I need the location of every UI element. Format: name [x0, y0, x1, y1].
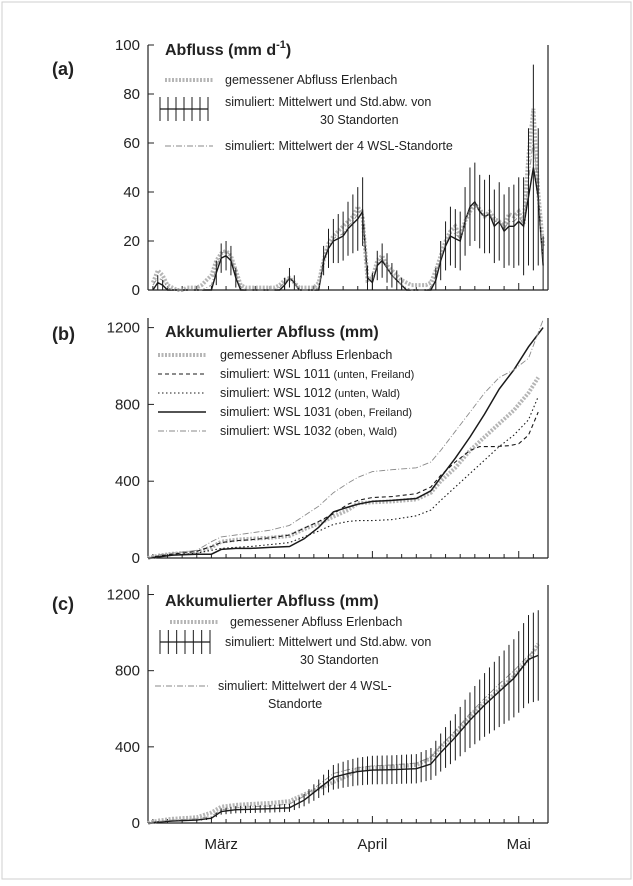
panel-a-legend-label: simuliert: Mittelwert und Std.abw. von [225, 95, 431, 109]
panel-b-legend-label: simuliert: WSL 1032 (oben, Wald) [220, 424, 397, 438]
panel-b-title: Akkumulierter Abfluss (mm) [165, 324, 379, 341]
panel-b-y-tick-label: 0 [132, 550, 140, 567]
panel-a-title-end: ) [286, 42, 291, 59]
panel-a-y-tick-label: 40 [123, 184, 140, 201]
panel-c-label: (c) [52, 594, 74, 614]
panel-c-legend-label: gemessener Abfluss Erlenbach [230, 615, 402, 629]
panel-c-title: Akkumulierter Abfluss (mm) [165, 593, 379, 610]
panel-c-y-tick-label: 800 [115, 663, 140, 680]
panel-a-legend-label: simuliert: Mittelwert der 4 WSL-Standort… [225, 139, 453, 153]
panel-c-y-tick-label: 400 [115, 739, 140, 756]
panel-a-y-tick-label: 60 [123, 135, 140, 152]
panel-b-series-measured [147, 376, 540, 560]
panel-a-y-tick-label: 20 [123, 233, 140, 250]
panel-b-series-wsl1011 [147, 411, 539, 559]
panel-b-series-wsl1012 [147, 396, 539, 559]
panel-c-legend-label: simuliert: Mittelwert der 4 WSL- [218, 679, 392, 693]
month-label: März [204, 836, 237, 853]
panel-a-title: Abfluss (mm d-1) [165, 39, 291, 59]
panel-a-legend-label: gemessener Abfluss Erlenbach [225, 73, 397, 87]
panel-b-legend-label: simuliert: WSL 1011 (unten, Freiland) [220, 367, 414, 381]
panel-b-legend-label: simuliert: WSL 1031 (oben, Freiland) [220, 405, 412, 419]
panel-a-y-tick-label: 80 [123, 86, 140, 103]
panel-b-legend-note: (unten, Wald) [331, 388, 400, 400]
panel-b-label: (b) [52, 324, 75, 344]
panel-b-legend-note: (oben, Wald) [331, 426, 397, 438]
panel-c-legend-label: Standorte [268, 697, 322, 711]
month-label: Mai [507, 836, 531, 853]
panel-b-y-tick-label: 1200 [107, 320, 140, 337]
panel-b-y-tick-label: 400 [115, 473, 140, 490]
panel-c-y-tick-label: 0 [132, 815, 140, 832]
panel-c-y-tick-label: 1200 [107, 587, 140, 604]
month-label: April [357, 836, 387, 853]
panel-b-series-wsl1032 [147, 319, 544, 559]
panel-b-series-wsl1031 [147, 327, 544, 559]
panel-c-legend-label: simuliert: Mittelwert und Std.abw. von [225, 635, 431, 649]
panel-a-series-measured [151, 108, 546, 292]
panel-a-title-superscript: -1 [276, 39, 286, 51]
panel-a-legend-label: 30 Standorten [320, 113, 399, 127]
panel-b-legend-label: simuliert: WSL 1012 (unten, Wald) [220, 386, 400, 400]
panel-b-legend-note: (unten, Freiland) [330, 369, 414, 381]
panel-b-y-tick-label: 800 [115, 396, 140, 413]
panel-a-label: (a) [52, 59, 74, 79]
panel-c-legend-label: 30 Standorten [300, 653, 379, 667]
panel-b-legend-label: gemessener Abfluss Erlenbach [220, 348, 392, 362]
panel-b-legend-note: (oben, Freiland) [331, 407, 412, 419]
panel-a-y-tick-label: 0 [132, 282, 140, 299]
panel-a-y-tick-label: 100 [115, 37, 140, 54]
